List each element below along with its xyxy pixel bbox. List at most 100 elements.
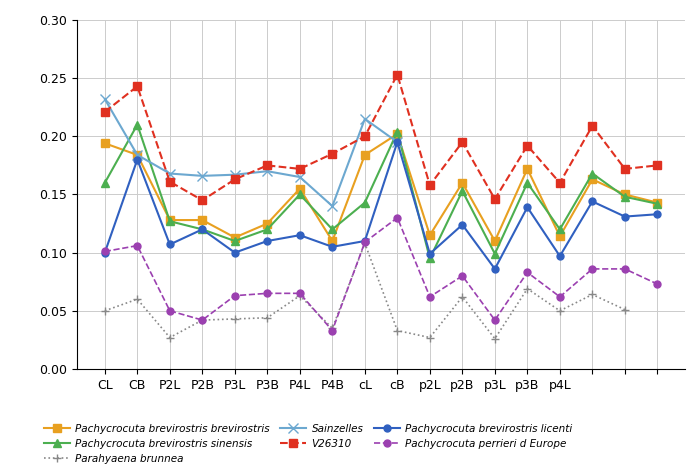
Pachycrocuta brevirostris licenti — [360, 238, 369, 244]
Pachycrocuta perrieri d Europe — [295, 290, 304, 296]
Pachycrocuta perrieri d Europe — [198, 317, 206, 323]
Parahyaena brunnea — [328, 325, 337, 331]
Pachycrocuta brevirostris sinensis — [360, 200, 369, 205]
Pachycrocuta brevirostris licenti — [295, 232, 304, 238]
Pachycrocuta brevirostris licenti — [491, 266, 499, 272]
Pachycrocuta brevirostris brevirostris — [230, 235, 239, 240]
Pachycrocuta brevirostris sinensis — [588, 171, 596, 176]
Pachycrocuta brevirostris brevirostris — [328, 238, 337, 244]
Pachycrocuta brevirostris brevirostris — [653, 200, 662, 205]
V26310 — [523, 143, 531, 149]
Pachycrocuta brevirostris sinensis — [621, 194, 629, 200]
Pachycrocuta perrieri d Europe — [556, 294, 564, 300]
Parahyaena brunnea — [588, 292, 596, 298]
Pachycrocuta brevirostris brevirostris — [458, 180, 467, 186]
Pachycrocuta brevirostris brevirostris — [198, 217, 206, 223]
Line: V26310: V26310 — [101, 70, 661, 204]
V26310 — [295, 166, 304, 172]
Parahyaena brunnea — [263, 315, 272, 321]
Pachycrocuta brevirostris licenti — [426, 251, 434, 257]
Parahyaena brunnea — [133, 296, 141, 302]
Line: Pachycrocuta brevirostris sinensis: Pachycrocuta brevirostris sinensis — [101, 121, 661, 263]
V26310 — [393, 72, 402, 78]
Pachycrocuta perrieri d Europe — [653, 281, 662, 287]
Parahyaena brunnea — [230, 316, 239, 322]
V26310 — [426, 182, 434, 188]
Pachycrocuta brevirostris sinensis — [328, 227, 337, 232]
Parahyaena brunnea — [101, 308, 109, 314]
Parahyaena brunnea — [556, 308, 564, 314]
Pachycrocuta perrieri d Europe — [458, 273, 467, 279]
Line: Pachycrocuta brevirostris licenti: Pachycrocuta brevirostris licenti — [102, 139, 661, 272]
Line: Sainzelles: Sainzelles — [100, 94, 402, 211]
Pachycrocuta perrieri d Europe — [101, 249, 109, 254]
Legend: Pachycrocuta brevirostris brevirostris, Pachycrocuta brevirostris sinensis, Para: Pachycrocuta brevirostris brevirostris, … — [40, 420, 577, 468]
Pachycrocuta brevirostris licenti — [523, 204, 531, 210]
Pachycrocuta perrieri d Europe — [166, 308, 174, 314]
Pachycrocuta brevirostris licenti — [458, 222, 467, 228]
Pachycrocuta perrieri d Europe — [230, 293, 239, 298]
Sainzelles — [101, 96, 109, 102]
Pachycrocuta brevirostris sinensis — [426, 255, 434, 261]
Pachycrocuta brevirostris brevirostris — [556, 234, 564, 239]
Pachycrocuta brevirostris licenti — [230, 250, 239, 255]
Parahyaena brunnea — [458, 294, 467, 300]
V26310 — [101, 109, 109, 115]
Parahyaena brunnea — [198, 317, 206, 323]
Parahyaena brunnea — [393, 328, 402, 333]
V26310 — [458, 139, 467, 145]
Parahyaena brunnea — [360, 240, 369, 246]
Pachycrocuta perrieri d Europe — [393, 215, 402, 220]
Pachycrocuta brevirostris licenti — [101, 250, 109, 255]
Pachycrocuta brevirostris licenti — [198, 227, 206, 232]
Parahyaena brunnea — [166, 335, 174, 341]
Pachycrocuta brevirostris brevirostris — [621, 192, 629, 197]
V26310 — [360, 133, 369, 139]
V26310 — [653, 163, 662, 168]
Pachycrocuta brevirostris sinensis — [133, 122, 141, 128]
Sainzelles — [230, 172, 239, 177]
Pachycrocuta brevirostris licenti — [621, 214, 629, 219]
Pachycrocuta brevirostris brevirostris — [133, 152, 141, 158]
Pachycrocuta brevirostris sinensis — [458, 188, 467, 194]
Parahyaena brunnea — [426, 335, 434, 341]
Pachycrocuta brevirostris brevirostris — [491, 238, 499, 244]
Pachycrocuta perrieri d Europe — [328, 328, 337, 333]
Parahyaena brunnea — [295, 293, 304, 298]
Pachycrocuta perrieri d Europe — [360, 239, 369, 245]
Pachycrocuta brevirostris sinensis — [491, 251, 499, 257]
V26310 — [556, 180, 564, 186]
Pachycrocuta brevirostris licenti — [393, 139, 402, 145]
Sainzelles — [295, 174, 304, 180]
Pachycrocuta brevirostris sinensis — [556, 227, 564, 232]
Pachycrocuta brevirostris licenti — [653, 211, 662, 217]
Pachycrocuta brevirostris licenti — [263, 238, 272, 244]
Sainzelles — [263, 168, 272, 174]
Pachycrocuta perrieri d Europe — [426, 294, 434, 300]
V26310 — [133, 83, 141, 89]
Pachycrocuta brevirostris brevirostris — [263, 221, 272, 227]
V26310 — [621, 166, 629, 172]
Pachycrocuta brevirostris sinensis — [101, 180, 109, 186]
Pachycrocuta brevirostris licenti — [328, 244, 337, 250]
V26310 — [198, 197, 206, 203]
Sainzelles — [166, 171, 174, 176]
Parahyaena brunnea — [621, 307, 629, 313]
Pachycrocuta perrieri d Europe — [588, 266, 596, 272]
Pachycrocuta brevirostris sinensis — [198, 227, 206, 232]
Pachycrocuta brevirostris brevirostris — [360, 152, 369, 158]
Pachycrocuta brevirostris brevirostris — [426, 232, 434, 238]
Pachycrocuta brevirostris brevirostris — [295, 186, 304, 192]
Pachycrocuta brevirostris brevirostris — [523, 166, 531, 172]
Pachycrocuta brevirostris sinensis — [653, 201, 662, 207]
Pachycrocuta brevirostris sinensis — [295, 192, 304, 197]
Pachycrocuta perrieri d Europe — [621, 266, 629, 272]
Parahyaena brunnea — [491, 336, 499, 342]
Sainzelles — [133, 152, 141, 158]
Line: Pachycrocuta perrieri d Europe: Pachycrocuta perrieri d Europe — [102, 214, 661, 334]
V26310 — [588, 123, 596, 129]
V26310 — [263, 163, 272, 168]
Sainzelles — [360, 116, 369, 122]
Pachycrocuta brevirostris brevirostris — [101, 140, 109, 146]
Pachycrocuta perrieri d Europe — [491, 317, 499, 323]
